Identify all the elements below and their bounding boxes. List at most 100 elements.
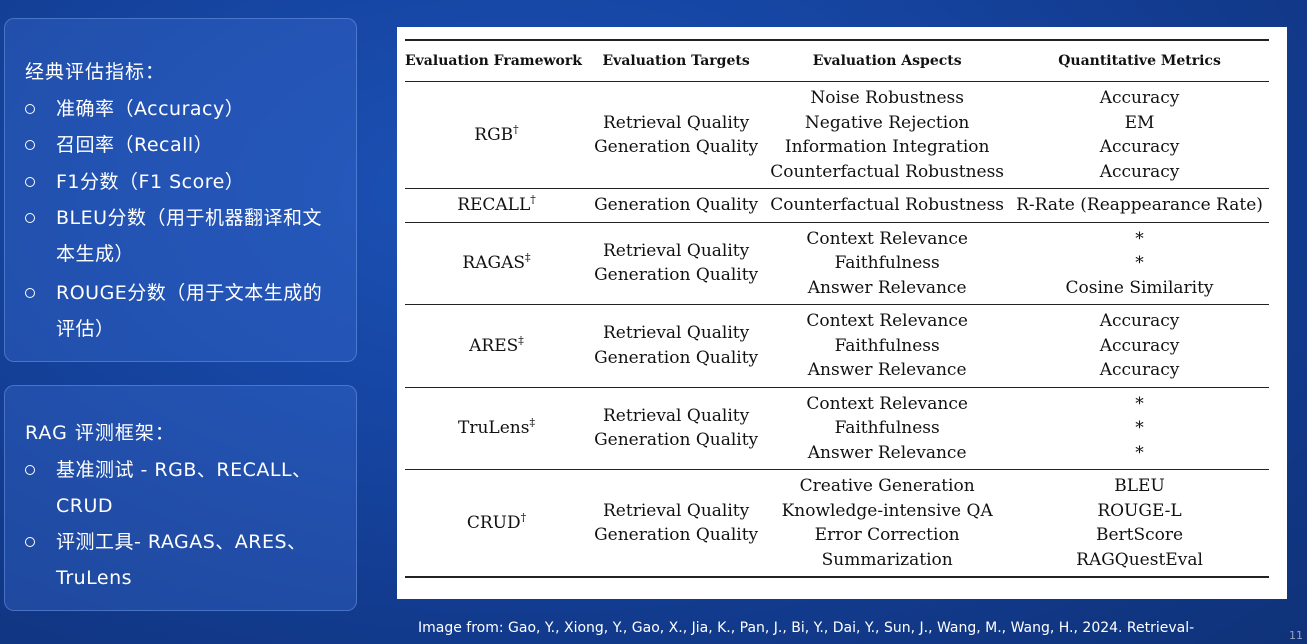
- target-line: Retrieval Quality: [603, 323, 750, 344]
- framework-cell: RAGAS‡: [405, 222, 588, 305]
- aspect-line: Creative Generation: [799, 476, 975, 496]
- header-aspects: Evaluation Aspects: [812, 53, 962, 69]
- framework-mark: †: [530, 193, 536, 206]
- metrics-cell: BLEU ROUGE-L BertScore RAGQuestEval: [1010, 470, 1269, 578]
- target-line: Generation Quality: [594, 137, 759, 157]
- metric-line: *: [1135, 393, 1144, 414]
- aspect-line: Error Correction: [814, 525, 960, 545]
- framework-name: ARES: [469, 335, 519, 356]
- metric-line: Accuracy: [1099, 161, 1180, 182]
- framework-name: RECALL: [457, 195, 531, 215]
- framework-mark: ‡: [518, 333, 524, 347]
- list-item: 准确率（Accuracy）: [25, 91, 338, 127]
- metric-line: R-Rate (Reappearance Rate): [1016, 195, 1263, 215]
- page-number: 11: [1289, 629, 1303, 642]
- table-row: ARES‡ Retrieval Quality Generation Quality…: [405, 305, 1269, 388]
- target-line: Generation Quality: [594, 430, 759, 451]
- framework-name: CRUD: [466, 512, 521, 533]
- aspect-line: Context Relevance: [806, 228, 968, 249]
- table-row: RAGAS‡ Retrieval Quality Generation Qualit…: [405, 222, 1269, 305]
- targets-cell: Retrieval Quality Generation Quality: [588, 387, 764, 470]
- aspects-cell: Noise Robustness Negative Rejection Inform…: [764, 82, 1010, 189]
- aspect-line: Knowledge-intensive QA: [781, 500, 993, 521]
- list-item: 基准测试 - RGB、RECALL、CRUD: [25, 452, 338, 524]
- list-item: F1分数（F1 Score）: [25, 164, 338, 200]
- aspect-line: Answer Relevance: [807, 360, 967, 380]
- metrics-cell: Accuracy EM Accuracy Accuracy: [1010, 82, 1269, 189]
- bullet-circle-icon: [25, 288, 35, 298]
- table-header-row: Evaluation Framework Evaluation Targets …: [405, 40, 1269, 82]
- aspect-line: Faithfulness: [834, 253, 940, 273]
- target-line: Retrieval Quality: [603, 405, 750, 426]
- metric-line: *: [1135, 228, 1144, 249]
- aspect-line: Counterfactual Robustness: [770, 161, 1005, 182]
- metrics-cell: * * Cosine Similarity: [1010, 222, 1269, 305]
- evaluation-frameworks-table: Evaluation Framework Evaluation Targets …: [405, 39, 1269, 578]
- header-metrics: Quantitative Metrics: [1058, 53, 1221, 69]
- classic-metrics-card: 经典评估指标： 准确率（Accuracy） 召回率（Recall） F1分数（F…: [4, 18, 357, 362]
- target-line: Generation Quality: [594, 347, 759, 368]
- list-item: ROUGE分数（用于文本生成的评估）: [25, 275, 338, 347]
- framework-cell: ARES‡: [405, 305, 588, 388]
- rag-frameworks-card: RAG 评测框架： 基准测试 - RGB、RECALL、CRUD 评测工具- R…: [4, 385, 357, 611]
- target-line: Generation Quality: [594, 265, 759, 286]
- metric-line: Accuracy: [1099, 311, 1180, 331]
- table-row: CRUD† Retrieval Quality Generation Quality…: [405, 470, 1269, 578]
- metrics-cell: Accuracy Accuracy Accuracy: [1010, 305, 1269, 388]
- aspect-line: Information Integration: [784, 137, 990, 157]
- targets-cell: Retrieval Quality Generation Quality: [588, 82, 764, 189]
- metric-line: Accuracy: [1099, 335, 1180, 356]
- list-item-text: F1分数（F1 Score）: [56, 171, 245, 193]
- metric-line: EM: [1124, 112, 1155, 133]
- evaluation-table-panel: Evaluation Framework Evaluation Targets …: [397, 27, 1287, 599]
- framework-mark: †: [520, 510, 527, 524]
- aspect-line: Counterfactual Robustness: [770, 195, 1005, 215]
- metric-line: Cosine Similarity: [1065, 277, 1214, 298]
- metrics-cell: R-Rate (Reappearance Rate): [1010, 189, 1269, 223]
- metric-line: RAGQuestEval: [1076, 549, 1203, 570]
- list-item-text: BLEU分数（用于机器翻译和文本生成）: [56, 207, 323, 265]
- bullet-circle-icon: [25, 213, 35, 223]
- list-item-text: 准确率（Accuracy）: [56, 98, 245, 120]
- aspects-cell: Context Relevance Faithfulness Answer Rele…: [764, 387, 1010, 470]
- bullet-circle-icon: [25, 177, 35, 187]
- list-item: 评测工具- RAGAS、ARES、TruLens: [25, 524, 338, 596]
- classic-metrics-title: 经典评估指标：: [25, 61, 166, 83]
- framework-name: TruLens: [458, 418, 530, 438]
- list-item-text: 召回率（Recall）: [56, 134, 214, 156]
- metrics-cell: * * *: [1010, 387, 1269, 470]
- aspect-line: Noise Robustness: [810, 88, 964, 108]
- framework-cell: RECALL†: [405, 189, 588, 223]
- image-source-caption: Image from: Gao, Y., Xiong, Y., Gao, X.,…: [418, 620, 1195, 636]
- metric-line: BLEU: [1114, 476, 1165, 496]
- bullet-circle-icon: [25, 104, 35, 114]
- aspects-cell: Context Relevance Faithfulness Answer Rele…: [764, 305, 1010, 388]
- header-targets: Evaluation Targets: [602, 53, 750, 69]
- table-row: RECALL† Generation Quality Counterfactual …: [405, 189, 1269, 223]
- list-item: 召回率（Recall）: [25, 127, 338, 163]
- table-row: TruLens‡ Retrieval Quality Generation Qual…: [405, 387, 1269, 470]
- framework-mark: ‡: [529, 416, 535, 429]
- targets-cell: Retrieval Quality Generation Quality: [588, 305, 764, 388]
- bullet-circle-icon: [25, 140, 35, 150]
- header-framework: Evaluation Framework: [405, 53, 582, 69]
- aspect-line: Context Relevance: [806, 311, 968, 331]
- aspects-cell: Context Relevance Faithfulness Answer Rele…: [764, 222, 1010, 305]
- aspect-line: Negative Rejection: [804, 112, 970, 133]
- metric-line: Accuracy: [1099, 360, 1180, 380]
- metric-line: *: [1135, 253, 1144, 273]
- target-line: Retrieval Quality: [603, 500, 750, 521]
- framework-name: RGB: [474, 124, 514, 145]
- framework-name: RAGAS: [462, 253, 526, 273]
- aspect-line: Answer Relevance: [807, 442, 967, 463]
- list-item-text: 评测工具- RAGAS、ARES、TruLens: [56, 531, 307, 589]
- aspect-line: Answer Relevance: [807, 277, 967, 298]
- bullet-circle-icon: [25, 537, 35, 547]
- target-line: Retrieval Quality: [603, 240, 750, 261]
- framework-cell: RGB†: [405, 82, 588, 189]
- target-line: Generation Quality: [594, 525, 759, 545]
- table-row: RGB† Retrieval Quality Generation Quality N…: [405, 82, 1269, 189]
- list-item-text: ROUGE分数（用于文本生成的评估）: [56, 282, 323, 340]
- framework-cell: CRUD†: [405, 470, 588, 578]
- target-line: Retrieval Quality: [603, 112, 750, 133]
